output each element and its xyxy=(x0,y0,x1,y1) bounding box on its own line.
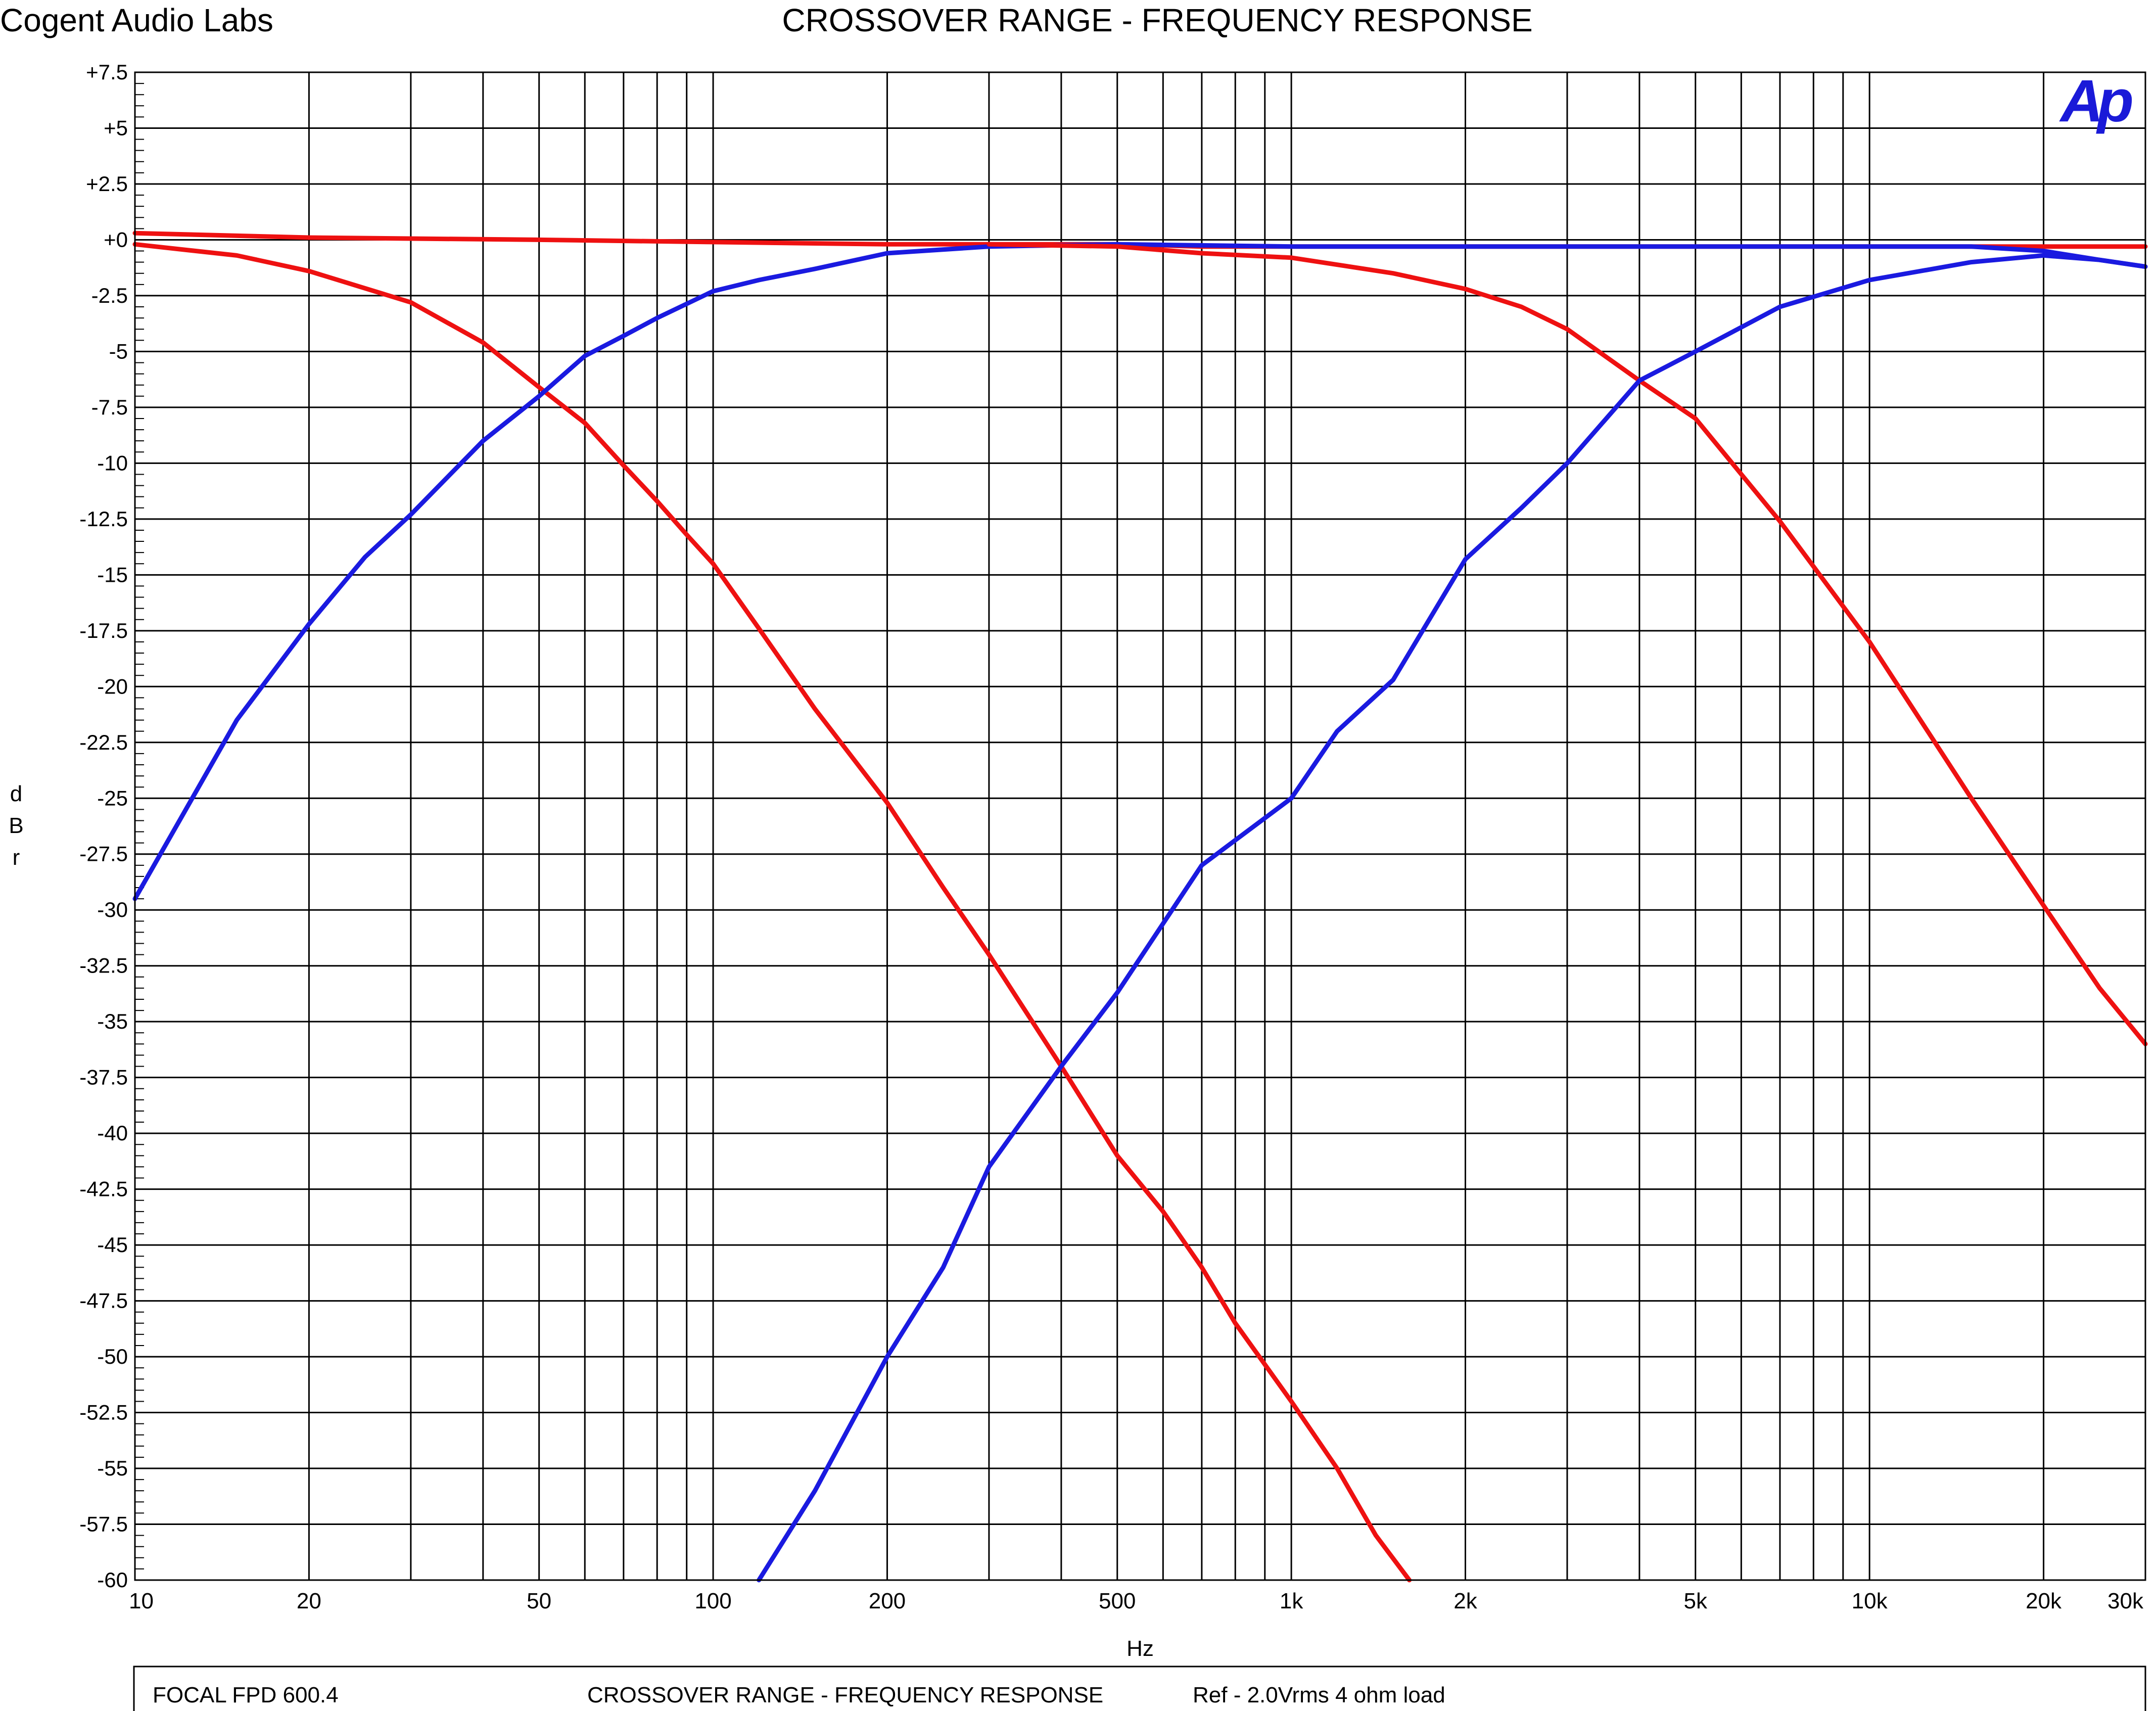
x-tick-label: 500 xyxy=(1099,1589,1136,1613)
x-tick-label: 200 xyxy=(869,1589,906,1613)
y-tick-label: -17.5 xyxy=(79,619,128,642)
footer-ref: Ref - 2.0Vrms 4 ohm load xyxy=(1193,1683,1445,1707)
series-line-4 xyxy=(987,242,2148,1046)
y-tick-label: -32.5 xyxy=(79,954,128,978)
y-tick-label: -15 xyxy=(97,563,128,586)
y-axis-label-char: B xyxy=(9,813,23,838)
y-tick-label: -7.5 xyxy=(91,395,128,419)
x-tick-label: 20 xyxy=(297,1589,321,1613)
y-tick-label: -37.5 xyxy=(79,1066,128,1089)
series-line-2 xyxy=(132,242,1412,1583)
y-tick-label: -35 xyxy=(97,1009,128,1033)
brand-name: Cogent Audio Labs xyxy=(0,2,273,38)
y-tick-label: -52.5 xyxy=(79,1401,128,1424)
y-tick-label: -47.5 xyxy=(79,1289,128,1313)
y-axis-label-char: r xyxy=(13,845,20,870)
y-tick-label: -57.5 xyxy=(79,1512,128,1536)
plot-frame xyxy=(134,71,2146,1581)
y-tick-label: -10 xyxy=(97,451,128,475)
y-tick-label: -60 xyxy=(97,1568,128,1592)
x-axis-ticks: 10 20 50 100 200 500 1k 2k 5k 10k 20k 30k xyxy=(129,1589,2144,1613)
x-tick-label: 50 xyxy=(527,1589,551,1613)
chart-title: CROSSOVER RANGE - FREQUENCY RESPONSE xyxy=(782,2,1532,38)
y-tick-label: -45 xyxy=(97,1233,128,1257)
y-tick-label: -25 xyxy=(97,786,128,810)
x-tick-label: 30k xyxy=(2107,1589,2144,1613)
series-line-5 xyxy=(757,253,2148,1583)
footer-device: FOCAL FPD 600.4 xyxy=(153,1683,339,1707)
ap-logo: Ap xyxy=(2059,68,2132,134)
y-tick-label: -2.5 xyxy=(91,284,128,307)
y-tick-label: +2.5 xyxy=(86,172,128,196)
y-tick-label: -30 xyxy=(97,898,128,921)
y-tick-label: -5 xyxy=(109,339,128,363)
y-tick-label: -40 xyxy=(97,1121,128,1145)
y-tick-label: -50 xyxy=(97,1345,128,1368)
grid-lines xyxy=(134,71,2146,1581)
x-tick-label: 1k xyxy=(1280,1589,1303,1613)
x-tick-label: 5k xyxy=(1684,1589,1708,1613)
y-tick-label: -27.5 xyxy=(79,842,128,866)
y-axis-label: d B r xyxy=(9,781,23,870)
x-axis-label: Hz xyxy=(1127,1636,1154,1661)
y-axis-ticks: +7.5 +5 +2.5 +0 -2.5 -5 -7.5 -10 -12.5 -15 -17.5 -2… xyxy=(79,60,128,1592)
x-tick-label: 10 xyxy=(129,1589,154,1613)
series-line-3 xyxy=(132,242,2148,901)
footer-box xyxy=(133,1666,2146,1711)
x-tick-label: 20k xyxy=(2026,1589,2062,1613)
y-tick-label: +0 xyxy=(104,227,128,251)
y-tick-label: +5 xyxy=(104,116,128,140)
series-lines xyxy=(132,230,2148,1583)
y-tick-label: +7.5 xyxy=(86,60,128,84)
y-tick-label: -55 xyxy=(97,1456,128,1480)
y-tick-label: -42.5 xyxy=(79,1177,128,1201)
x-tick-label: 100 xyxy=(694,1589,731,1613)
y-tick-label: -20 xyxy=(97,674,128,698)
x-tick-label: 2k xyxy=(1454,1589,1477,1613)
y-tick-label: -12.5 xyxy=(79,507,128,531)
footer-title: CROSSOVER RANGE - FREQUENCY RESPONSE xyxy=(587,1683,1103,1707)
y-axis-label-char: d xyxy=(10,781,22,806)
y-tick-label: -22.5 xyxy=(79,730,128,754)
x-tick-label: 10k xyxy=(1852,1589,1888,1613)
